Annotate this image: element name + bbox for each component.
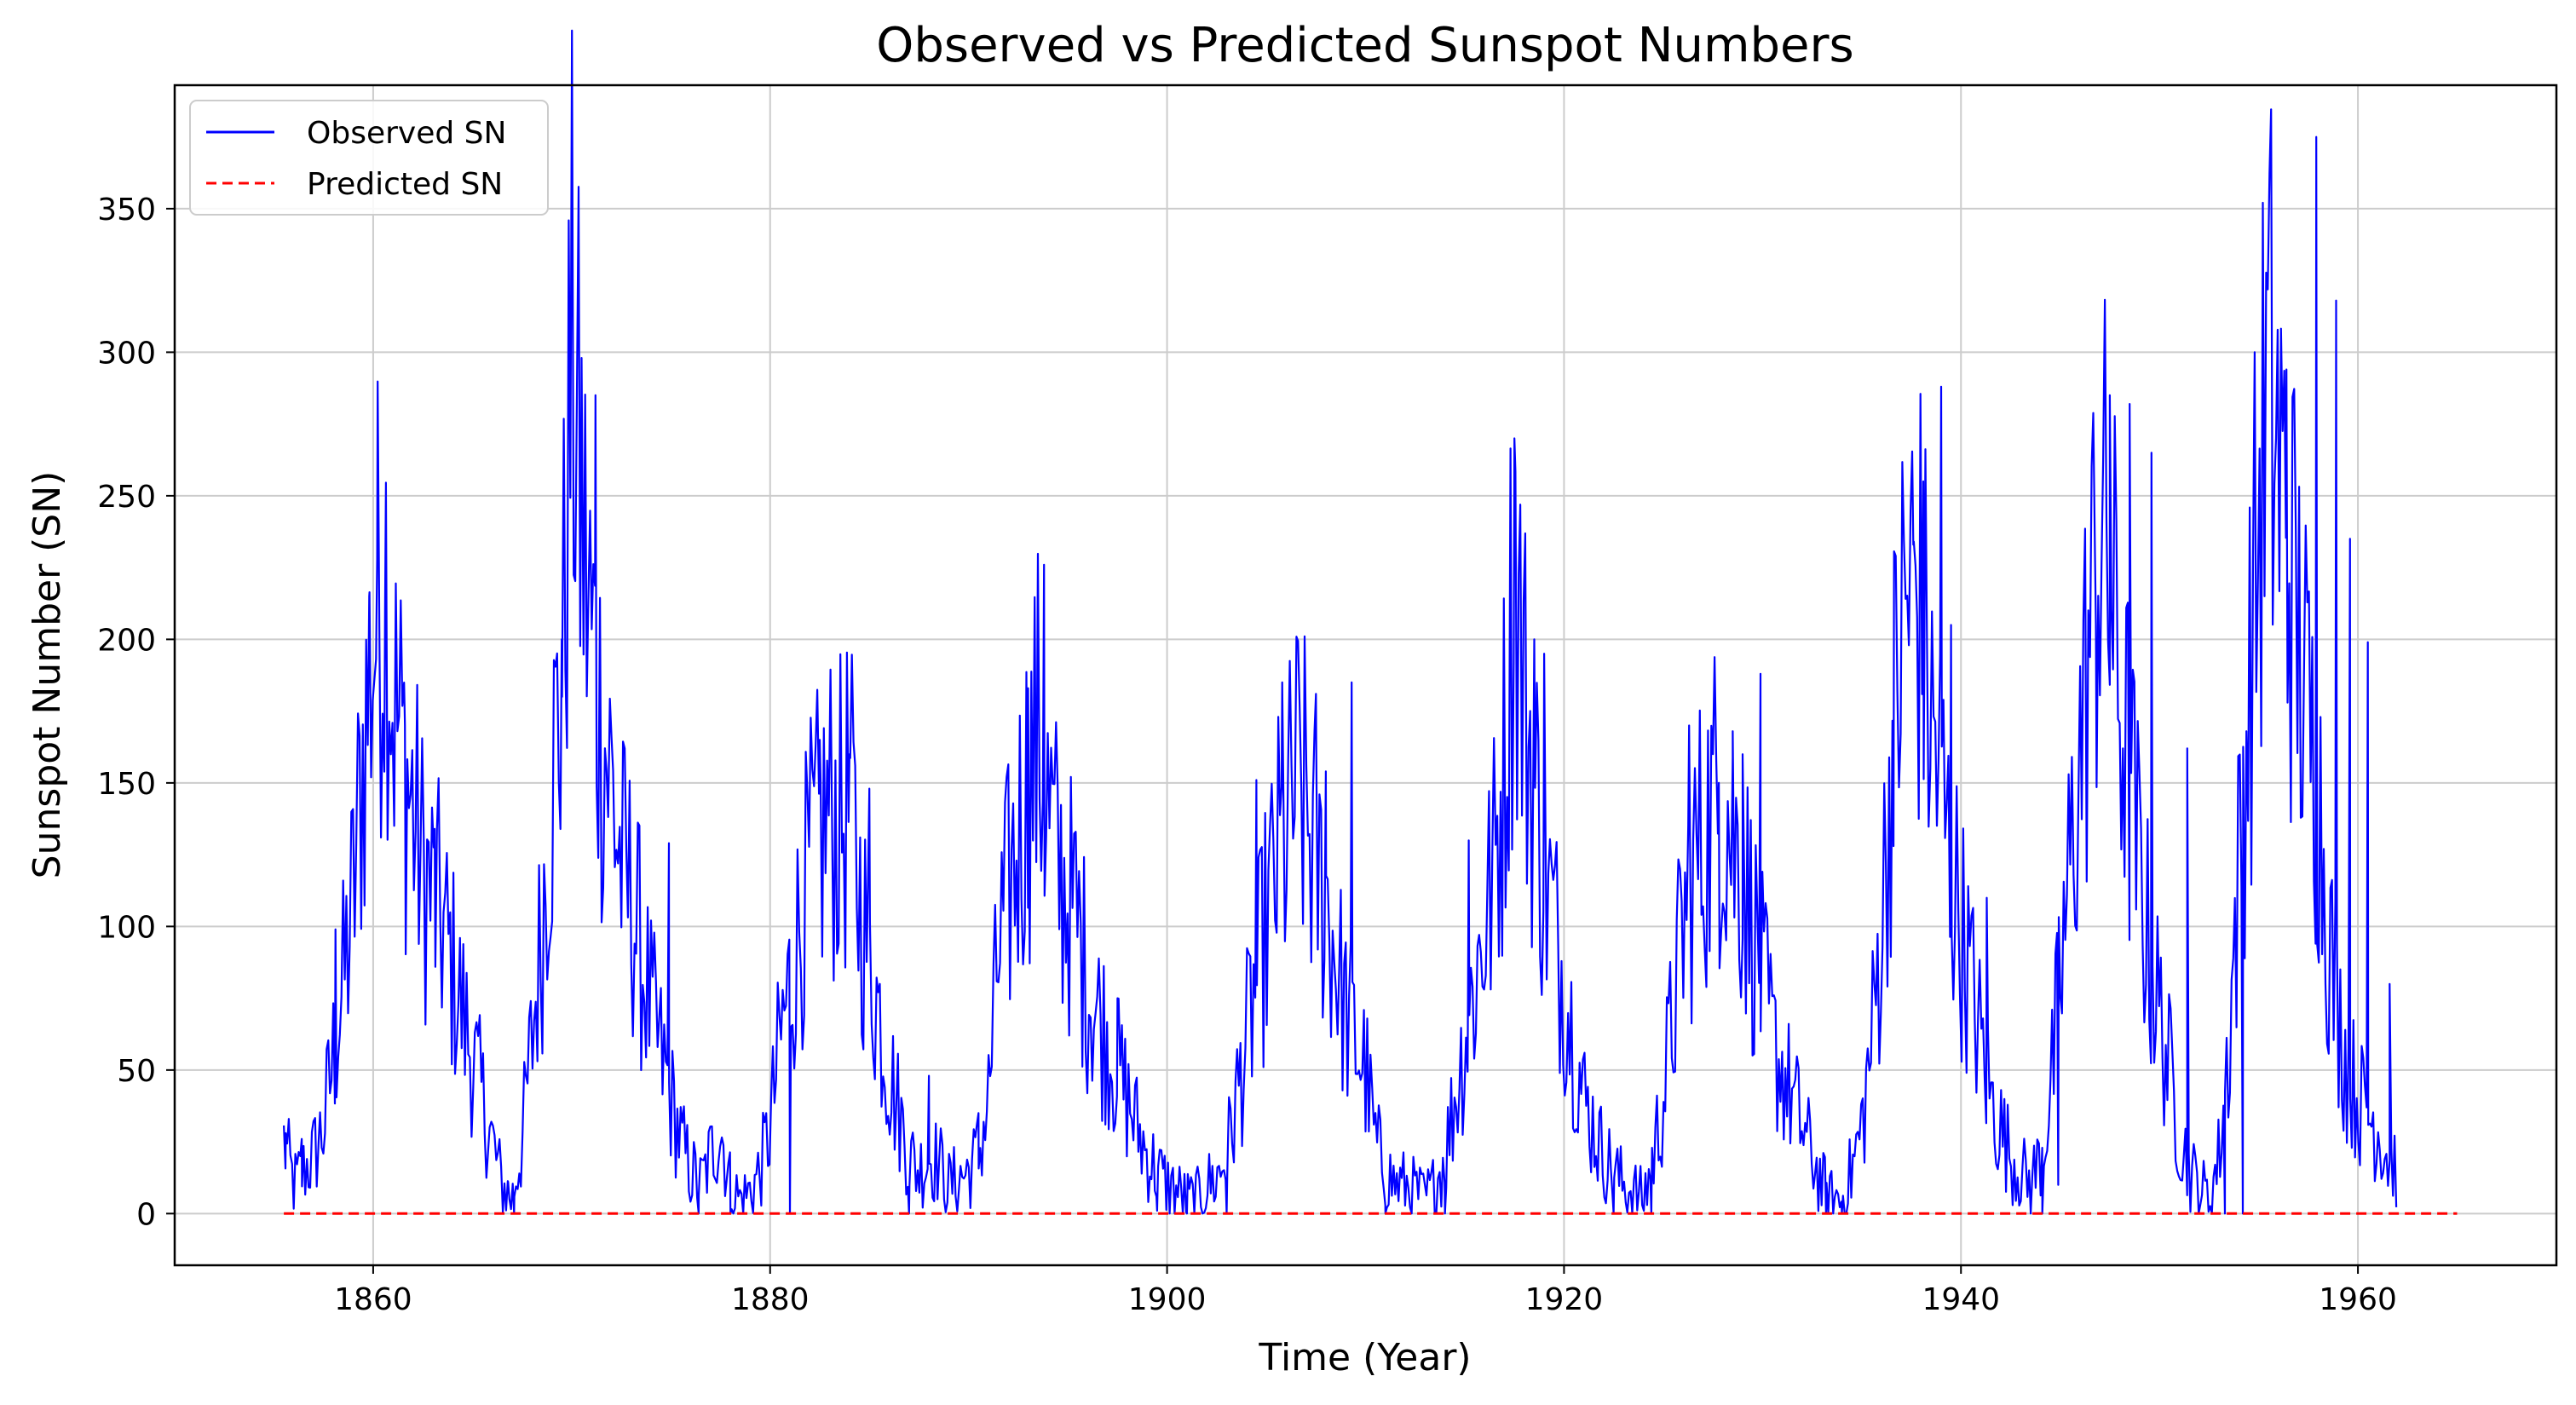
plot-series <box>283 29 2458 1215</box>
x-tick-label: 1880 <box>731 1282 810 1317</box>
x-tick-label: 1940 <box>1922 1282 2000 1317</box>
x-tick-label: 1860 <box>334 1282 412 1317</box>
y-tick-label: 50 <box>117 1054 156 1089</box>
legend-box <box>189 100 549 216</box>
x-tick-label: 1960 <box>2319 1282 2397 1317</box>
legend-predicted-label: Predicted SN <box>307 167 503 202</box>
chart-title: Observed vs Predicted Sunspot Numbers <box>876 18 1853 73</box>
observed-sn-line <box>283 29 2398 1215</box>
y-tick-label: 0 <box>136 1197 156 1232</box>
y-tick-label: 200 <box>97 623 156 658</box>
plot-frame <box>173 83 2558 1267</box>
y-tick-label: 350 <box>97 193 156 227</box>
x-tick-label: 1900 <box>1128 1282 1207 1317</box>
y-tick-label: 150 <box>97 767 156 802</box>
y-tick-label: 300 <box>97 336 156 371</box>
axis-ticks: 1860 1880 1900 1920 1940 1960 0 50 100 150 200 250 3… <box>97 193 2397 1317</box>
legend: Observed SN Predicted SN <box>189 100 549 216</box>
x-axis-label: Time (Year) <box>1258 1336 1471 1379</box>
y-tick-label: 250 <box>97 480 156 515</box>
legend-observed-label: Observed SN <box>307 116 506 151</box>
y-axis-label: Sunspot Number (SN) <box>26 471 69 879</box>
y-tick-label: 100 <box>97 910 156 945</box>
x-tick-label: 1920 <box>1525 1282 1604 1317</box>
grid <box>175 85 2556 1265</box>
